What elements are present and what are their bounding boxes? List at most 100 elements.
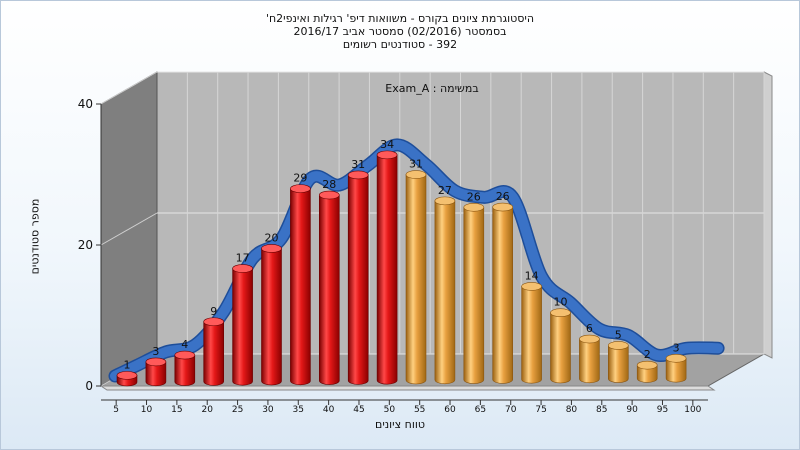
bar-95: 2 bbox=[636, 348, 658, 383]
chart-title-line1: היסטוגרמת ציונים בקורס - משוואות דיפ' רג… bbox=[265, 12, 535, 25]
bar-top bbox=[145, 357, 167, 367]
bar-value-label: 4 bbox=[181, 338, 188, 351]
right-edge bbox=[763, 71, 773, 359]
bar-body bbox=[665, 358, 687, 383]
bar-value-label: 17 bbox=[236, 252, 250, 265]
bar-100: 3 bbox=[665, 341, 687, 383]
bar-value-label: 10 bbox=[554, 296, 568, 309]
x-tick-label: 80 bbox=[566, 405, 578, 415]
y-tick-label: 20 bbox=[78, 238, 93, 252]
bar-value-label: 9 bbox=[210, 305, 217, 318]
bar-body bbox=[636, 364, 658, 383]
bar-65: 26 bbox=[463, 190, 485, 384]
x-axis-label: טווח ציונים bbox=[375, 418, 425, 431]
x-tick-label: 10 bbox=[141, 405, 153, 415]
x-tick-label: 25 bbox=[232, 405, 243, 415]
bar-body bbox=[203, 321, 224, 386]
bar-50: 34 bbox=[376, 138, 398, 385]
bar-value-label: 2 bbox=[644, 348, 651, 361]
gridline-side bbox=[100, 212, 158, 246]
bar-85: 6 bbox=[579, 322, 600, 384]
bar-body bbox=[347, 174, 369, 385]
x-tick-label: 35 bbox=[293, 405, 304, 415]
bar-body bbox=[492, 206, 513, 384]
bar-top bbox=[492, 202, 514, 212]
x-tick-label: 50 bbox=[384, 405, 396, 415]
bar-top bbox=[607, 341, 629, 350]
x-tick-label: 5 bbox=[113, 405, 119, 415]
bar-body bbox=[463, 206, 485, 384]
x-tick-label: 95 bbox=[657, 405, 668, 415]
bar-top bbox=[116, 371, 138, 380]
bar-top bbox=[203, 317, 224, 327]
bar-40: 28 bbox=[318, 178, 340, 385]
bar-55: 31 bbox=[405, 158, 427, 385]
bar-value-label: 5 bbox=[615, 328, 622, 341]
bar-value-label: 26 bbox=[496, 190, 510, 203]
bar-25: 17 bbox=[232, 252, 253, 386]
x-tick-label: 100 bbox=[684, 405, 701, 415]
bar-value-label: 31 bbox=[409, 158, 423, 171]
x-tick-label: 70 bbox=[505, 405, 517, 415]
x-tick-label: 15 bbox=[171, 405, 182, 415]
bar-75: 14 bbox=[521, 269, 542, 384]
x-tick-label: 45 bbox=[353, 405, 364, 415]
bar-top bbox=[347, 170, 369, 180]
x-tick-label: 75 bbox=[535, 405, 546, 415]
bar-5: 1 bbox=[116, 358, 138, 387]
bar-value-label: 34 bbox=[380, 138, 394, 151]
bar-top bbox=[261, 244, 282, 253]
bar-35: 29 bbox=[290, 172, 311, 386]
bar-top bbox=[463, 202, 485, 212]
bar-value-label: 14 bbox=[525, 269, 539, 282]
bar-body bbox=[376, 154, 398, 385]
bar-top bbox=[550, 308, 571, 318]
x-tick-label: 60 bbox=[444, 405, 456, 415]
bar-value-label: 28 bbox=[322, 178, 336, 191]
bar-body bbox=[145, 361, 167, 387]
x-tick-label: 65 bbox=[475, 405, 486, 415]
bar-top bbox=[434, 196, 456, 206]
floor-edge bbox=[99, 385, 716, 391]
bar-value-label: 3 bbox=[152, 345, 159, 358]
bar-top bbox=[579, 334, 600, 344]
x-tick-label: 55 bbox=[414, 405, 425, 415]
bar-body bbox=[290, 188, 311, 386]
bar-top bbox=[636, 360, 658, 370]
bar-value-label: 6 bbox=[586, 322, 593, 335]
gridline-side bbox=[100, 71, 158, 105]
bar-value-label: 1 bbox=[124, 358, 131, 371]
bar-body bbox=[579, 338, 600, 384]
bar-15: 4 bbox=[174, 338, 196, 386]
bar-body bbox=[232, 268, 253, 386]
bar-top bbox=[290, 184, 311, 193]
bar-20: 9 bbox=[203, 305, 224, 386]
bar-body bbox=[319, 194, 340, 385]
bar-body bbox=[434, 200, 456, 385]
bar-value-label: 31 bbox=[351, 158, 365, 171]
bar-45: 31 bbox=[347, 158, 369, 385]
x-tick-label: 40 bbox=[323, 405, 335, 415]
x-tick-label: 30 bbox=[262, 405, 274, 415]
bar-body bbox=[261, 248, 282, 386]
bar-30: 20 bbox=[261, 231, 282, 386]
bar-value-label: 27 bbox=[438, 184, 452, 197]
y-tick-label: 0 bbox=[85, 379, 93, 393]
bar-top bbox=[521, 282, 542, 291]
bar-top bbox=[318, 190, 340, 200]
y-tick-label: 40 bbox=[78, 97, 93, 111]
bar-value-label: 3 bbox=[673, 341, 680, 354]
bar-70: 26 bbox=[492, 190, 514, 384]
y-axis-label: מספר סטודנטים bbox=[28, 198, 42, 275]
bar-top bbox=[174, 350, 196, 360]
chart-title-line3: 392 - סטודנטים רשומים bbox=[342, 38, 458, 51]
x-tick-label: 85 bbox=[596, 405, 607, 415]
bar-body bbox=[608, 345, 629, 383]
bar-10: 3 bbox=[145, 345, 167, 387]
bar-value-label: 20 bbox=[265, 231, 279, 244]
chart-title-line2: בסמסטר (02/2016) סמסטר אביב 2016/17 bbox=[293, 25, 507, 38]
bar-60: 27 bbox=[434, 184, 456, 385]
bar-90: 5 bbox=[607, 328, 629, 383]
bar-body bbox=[550, 312, 571, 384]
